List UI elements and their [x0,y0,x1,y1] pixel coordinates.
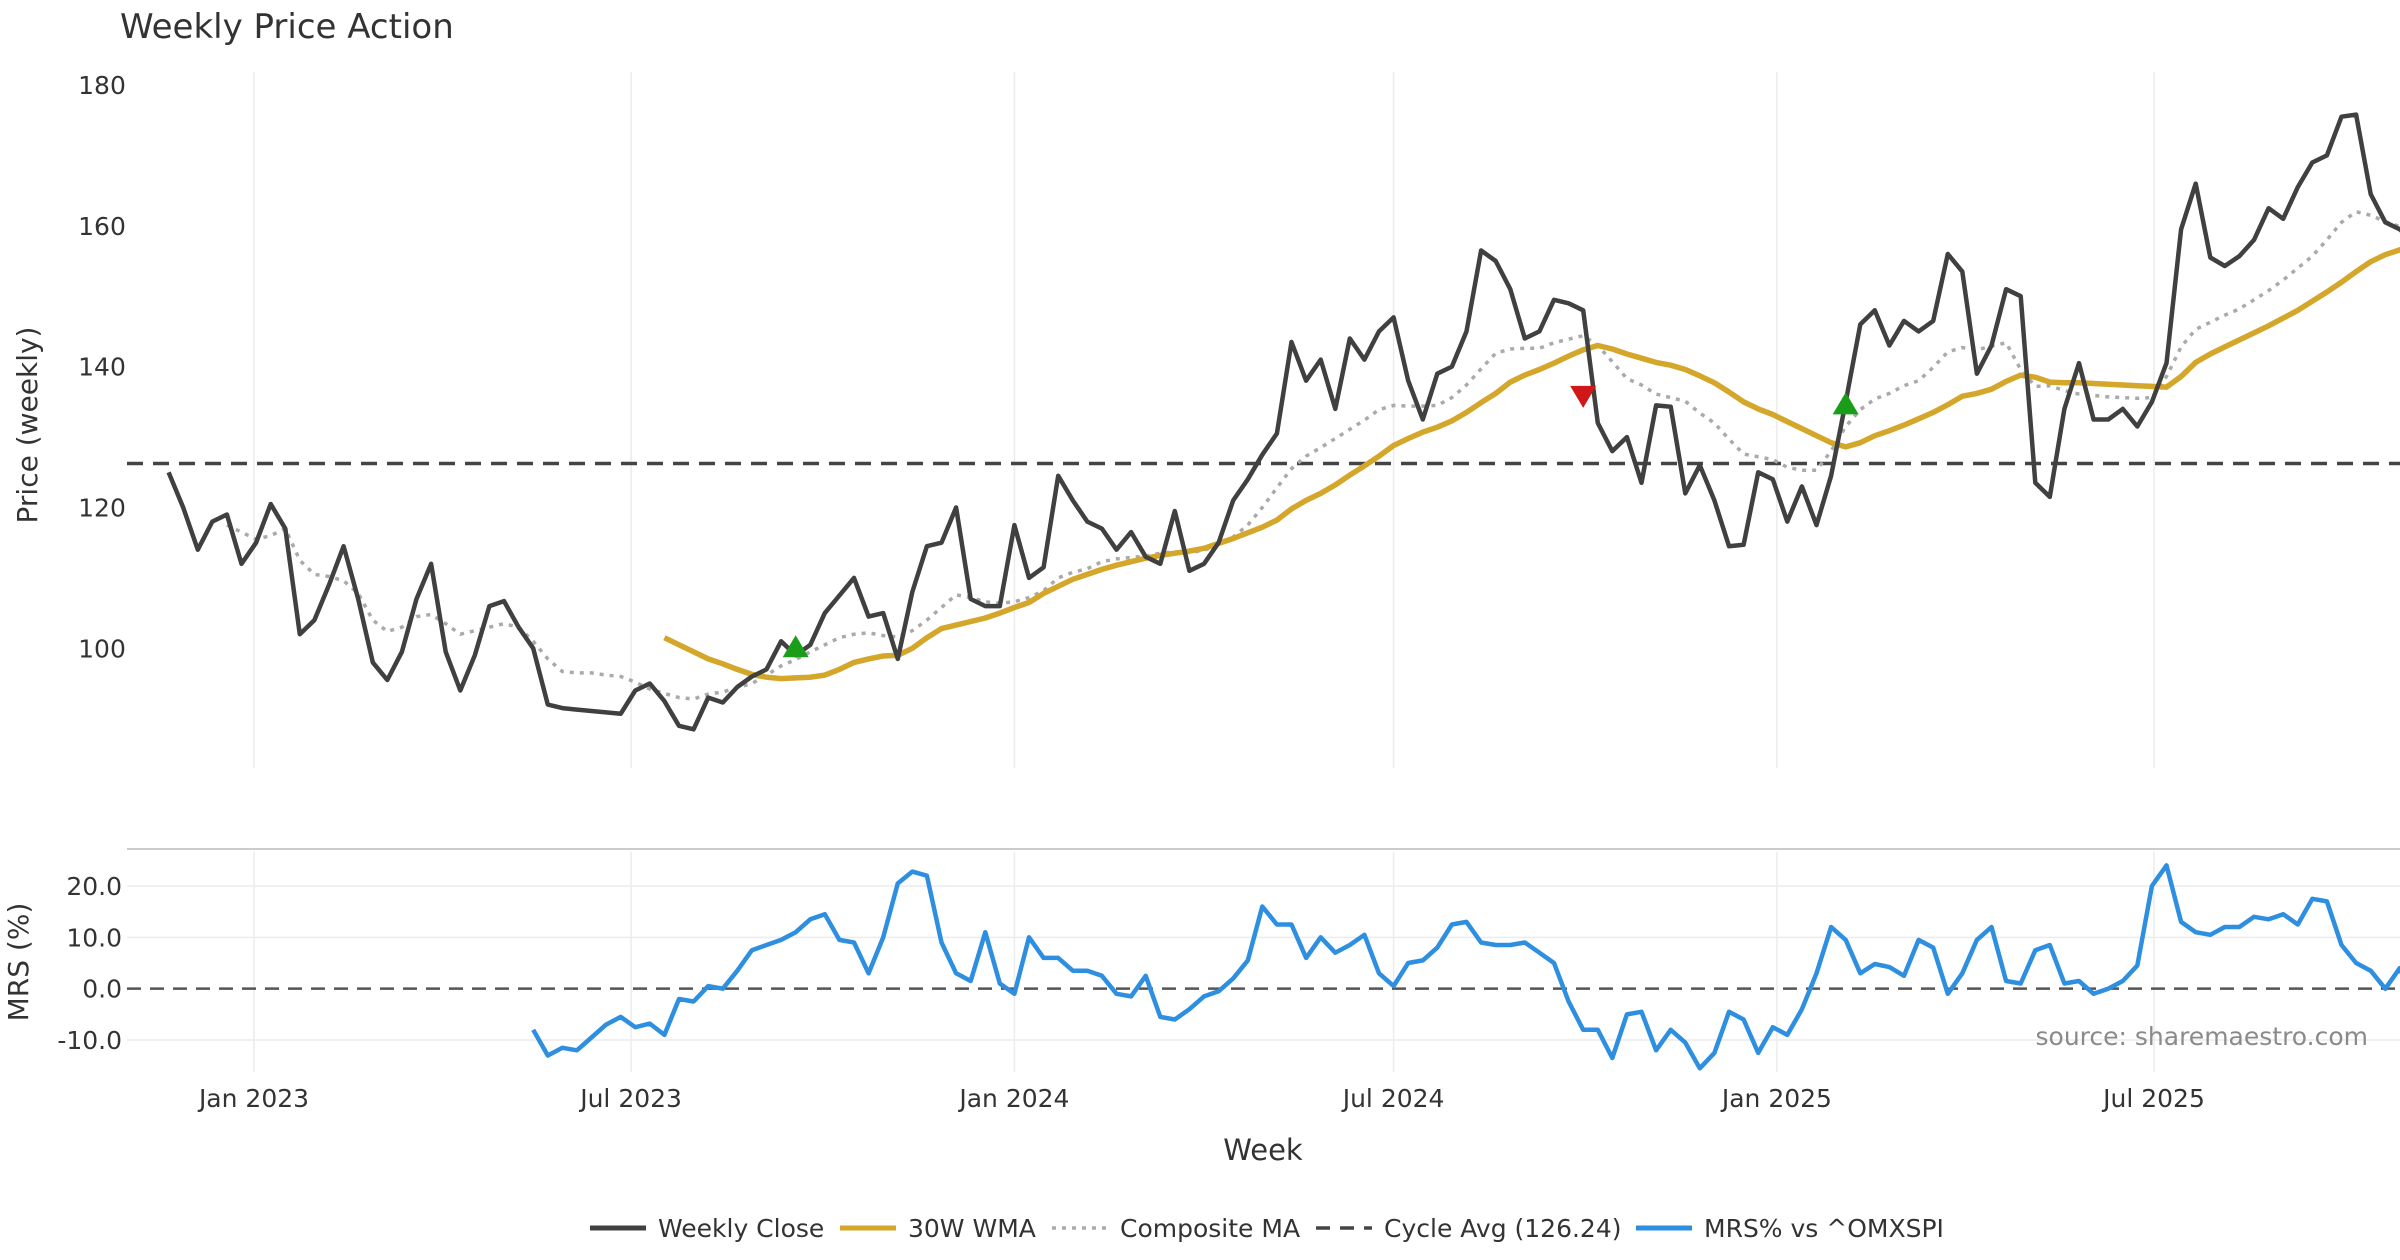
sell-signal-marker [1570,385,1597,408]
legend-label: 30W WMA [908,1214,1036,1243]
legend-label: MRS% vs ^OMXSPI [1704,1214,1944,1243]
price-y-tick-label: 180 [78,71,126,100]
mrs-y-tick-label: 0.0 [82,975,122,1004]
legend-label: Cycle Avg (126.24) [1384,1214,1622,1243]
x-axis: Jan 2023 Jul 2023 Jan 2024 Jul 2024 Jan 2025… [197,1084,2205,1113]
source-note: source: sharemaestro.com [2036,1022,2369,1051]
mrs-line [531,863,2400,1071]
legend-item: MRS% vs ^OMXSPI [1636,1214,1944,1243]
chart-title: Weekly Price Action [120,7,454,47]
mrs-series [531,863,2400,1071]
price-y-tick-label: 120 [78,493,126,522]
x-tick-label: Jan 2025 [1720,1084,1832,1113]
buy-signal-marker [1832,392,1859,415]
legend-label: Weekly Close [658,1214,824,1243]
mrs-y-tick-label: 10.0 [66,923,122,952]
weekly-close-line [166,112,2400,732]
mrs-grid [127,852,2400,1072]
price-y-tick-label: 140 [78,353,126,382]
legend-item: Cycle Avg (126.24) [1316,1214,1622,1243]
wma-30w-line [663,246,2400,682]
mrs-y-tick-label: -10.0 [57,1026,122,1055]
price-grid [253,72,2155,768]
mrs-y-axis: -10.0 0.0 10.0 20.0 [57,872,122,1055]
buy-signal-marker [782,635,809,658]
price-y-tick-label: 160 [78,212,126,241]
x-tick-label: Jul 2024 [1341,1084,1445,1113]
x-tick-label: Jul 2025 [2101,1084,2205,1113]
x-tick-label: Jul 2023 [578,1084,682,1113]
mrs-y-tick-label: 20.0 [66,872,122,901]
legend-item: Weekly Close [590,1214,824,1243]
price-y-tick-label: 100 [78,634,126,663]
legend-item: Composite MA [1052,1214,1300,1243]
price-y-axis: 100 120 140 160 180 [78,71,126,663]
legend-item: 30W WMA [840,1214,1036,1243]
legend: Weekly Close 30W WMA Composite MA Cycle Avg… [590,1214,1944,1243]
mrs-y-axis-label: MRS (%) [2,903,35,1022]
price-y-axis-label: Price (weekly) [11,327,44,524]
x-axis-label: Week [1223,1133,1303,1167]
x-tick-label: Jan 2024 [957,1084,1069,1113]
price-series [127,112,2400,732]
legend-label: Composite MA [1120,1214,1300,1243]
trade-signals [782,385,1859,658]
composite-ma-line [226,209,2400,701]
x-tick-label: Jan 2023 [197,1084,309,1113]
